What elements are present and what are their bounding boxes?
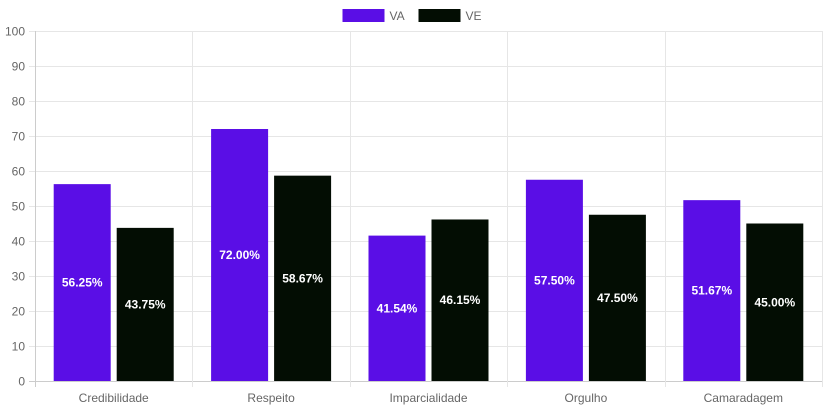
data-label: 45.00% (754, 295, 795, 309)
x-tick-label: Imparcialidade (389, 391, 467, 405)
data-label: 72.00% (219, 248, 260, 262)
legend-label: VA (390, 9, 405, 23)
y-tick-label: 30 (12, 270, 26, 284)
x-tick-label: Orgulho (565, 391, 608, 405)
legend-swatch-ve (418, 9, 461, 22)
bar-ve-orgulho (588, 214, 646, 381)
y-tick-label: 70 (12, 130, 26, 144)
x-tick-label: Credibilidade (79, 391, 149, 405)
x-tick-label: Camaradagem (704, 391, 783, 405)
data-label: 41.54% (377, 301, 418, 315)
y-tick-label: 50 (12, 200, 26, 214)
bar-ve-camaradagem (746, 223, 804, 381)
y-tick-label: 80 (12, 95, 26, 109)
data-label: 58.67% (282, 271, 323, 285)
y-tick-label: 60 (12, 165, 26, 179)
data-label: 47.50% (597, 291, 638, 305)
bar-ve-imparcialidade (431, 219, 489, 381)
y-tick-label: 0 (18, 375, 25, 389)
bar-va-orgulho (525, 179, 583, 381)
legend-swatch-va (342, 9, 385, 22)
bar-va-imparcialidade (368, 235, 426, 381)
bar-va-respeito (211, 129, 269, 381)
data-label: 57.50% (534, 273, 575, 287)
bar-ve-respeito (274, 175, 332, 381)
bar-va-camaradagem (683, 200, 741, 381)
legend-label: VE (466, 9, 482, 23)
y-tick-label: 10 (12, 340, 26, 354)
y-tick-label: 40 (12, 235, 26, 249)
y-tick-label: 90 (12, 60, 26, 74)
y-tick-label: 100 (5, 25, 25, 39)
data-label: 51.67% (691, 284, 732, 298)
data-label: 46.15% (440, 293, 481, 307)
data-label: 56.25% (62, 276, 103, 290)
y-tick-label: 20 (12, 305, 26, 319)
x-tick-label: Respeito (247, 391, 295, 405)
bar-va-credibilidade (53, 184, 111, 381)
bar-ve-credibilidade (116, 227, 174, 381)
data-label: 43.75% (125, 297, 166, 311)
